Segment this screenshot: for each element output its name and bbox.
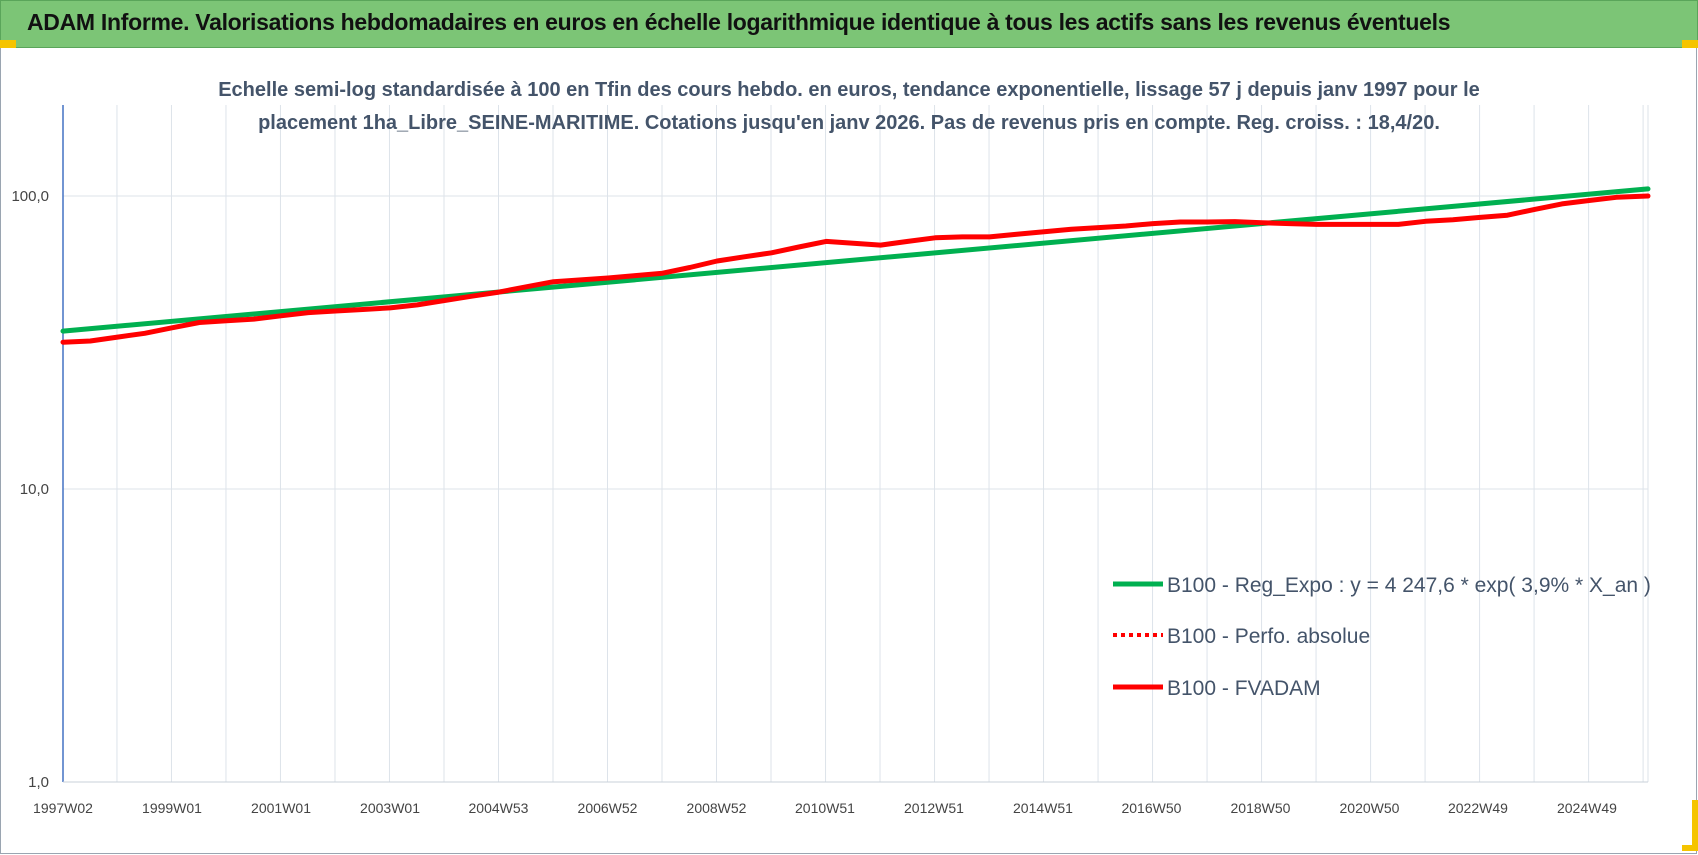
x-tick-label: 1997W02: [33, 800, 93, 816]
corner-marker-top-left: [0, 40, 16, 48]
grid-lines: [63, 105, 1649, 783]
x-tick-label: 2022W49: [1448, 800, 1508, 816]
x-tick-label: 2010W51: [795, 800, 855, 816]
legend-label-fvadam: B100 - FVADAM: [1167, 677, 1321, 700]
legend-label-perfo-absolue: B100 - Perfo. absolue: [1167, 625, 1370, 648]
x-tick-label: 2012W51: [904, 800, 964, 816]
x-tick-label: 2004W53: [469, 800, 529, 816]
x-axis-ticks: 1997W02 1999W01 2001W01 2003W01 2004W53 2006W…: [33, 800, 1617, 816]
x-tick-label: 2016W50: [1121, 800, 1181, 816]
y-tick-label: 1,0: [28, 774, 49, 791]
series-line-fvadam: [60, 193, 1651, 345]
x-tick-label: 2014W51: [1013, 800, 1073, 816]
series-group: [60, 186, 1651, 345]
corner-marker-bottom-right-foot: [1682, 845, 1698, 851]
chart-frame: [0, 48, 1697, 854]
y-tick-label: 100,0: [11, 188, 49, 205]
x-tick-label: 2024W49: [1557, 800, 1617, 816]
legend-label-reg-expo: B100 - Reg_Expo : y = 4 247,6 * exp( 3,9…: [1167, 574, 1651, 597]
x-tick-label: 2006W52: [578, 800, 638, 816]
corner-marker-bottom-right: [1692, 800, 1698, 850]
x-tick-label: 2018W50: [1231, 800, 1291, 816]
chart-subtitle-line-1: Echelle semi-log standardisée à 100 en T…: [218, 79, 1480, 101]
corner-marker-top-right: [1682, 40, 1698, 48]
header-bar: ADAM Informe. Valorisations hebdomadaire…: [0, 0, 1698, 48]
chart-subtitle-line-2: placement 1ha_Libre_SEINE-MARITIME. Cota…: [258, 112, 1440, 134]
legend: B100 - Reg_Expo : y = 4 247,6 * exp( 3,9…: [1113, 574, 1651, 700]
series-line-reg-expo: [60, 186, 1651, 334]
header-title: ADAM Informe. Valorisations hebdomadaire…: [27, 9, 1451, 35]
x-tick-label: 2003W01: [360, 800, 420, 816]
x-tick-label: 2020W50: [1340, 800, 1400, 816]
y-axis-ticks: 1,0 10,0 100,0: [11, 188, 49, 791]
x-tick-label: 1999W01: [142, 800, 202, 816]
y-tick-label: 10,0: [20, 481, 49, 498]
x-tick-label: 2008W52: [687, 800, 747, 816]
x-tick-label: 2001W01: [251, 800, 311, 816]
